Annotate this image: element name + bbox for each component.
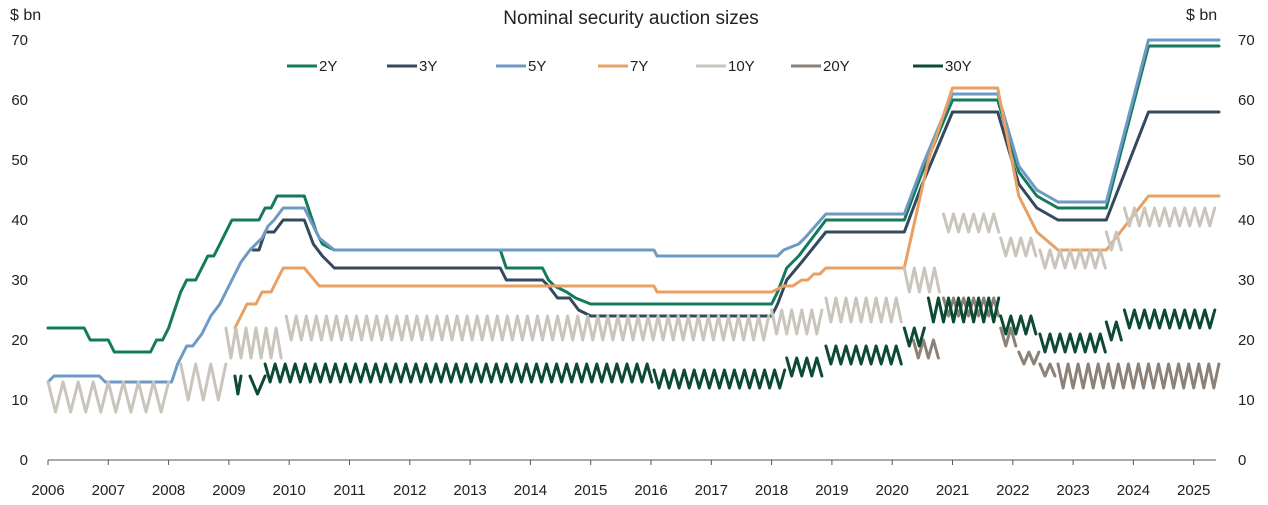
series-segment-30y: [248, 374, 267, 396]
x-axis: 2006 2007 2008 2009 2010 2011 2012 2013 2014 2015…: [31, 459, 1216, 499]
series-segment-30y: [902, 326, 926, 348]
y-tick-label-right: 50: [1238, 152, 1255, 169]
x-tick-label: 2017: [695, 482, 728, 499]
x-tick-label: 2023: [1056, 482, 1089, 499]
y-tick-label-left: 60: [11, 92, 28, 109]
legend-item-20y: 20Y: [791, 58, 850, 75]
x-tick-label: 2025: [1177, 482, 1210, 499]
series-segment-30y: [999, 314, 1038, 336]
legend-item-5y: 5Y: [496, 58, 546, 75]
series-segment-10y: [1104, 230, 1123, 252]
x-tick-label: 2009: [212, 482, 245, 499]
y-tick-label-left: 30: [11, 272, 28, 289]
series-line-5y: [46, 38, 1221, 384]
x-tick-label: 2020: [876, 482, 909, 499]
x-tick-label: 2016: [634, 482, 667, 499]
x-tick-label: 2018: [755, 482, 788, 499]
series-line-7y: [233, 86, 1221, 330]
y-tick-label-left: 50: [11, 152, 28, 169]
series-segment-20y: [1056, 362, 1221, 390]
y-tick-label-left: 40: [11, 212, 28, 229]
y-axis-right: 0 10 20 30 40 50 60 70: [1238, 32, 1255, 469]
y-tick-label-right: 70: [1238, 32, 1255, 49]
legend-label: 10Y: [728, 58, 755, 75]
series-segment-30y: [824, 344, 903, 366]
legend-item-3y: 3Y: [387, 58, 437, 75]
legend-item-7y: 7Y: [598, 58, 648, 75]
series-lines: [46, 38, 1221, 414]
series-7y: [233, 86, 1221, 330]
series-segment-10y: [824, 296, 903, 324]
x-tick-label: 2006: [31, 482, 64, 499]
x-tick-label: 2008: [152, 482, 185, 499]
legend-label: 30Y: [945, 58, 972, 75]
left-axis-unit-label: $ bn: [10, 7, 41, 24]
x-tick-label: 2011: [333, 482, 365, 499]
x-tick-label: 2021: [936, 482, 969, 499]
series-segment-10y: [224, 326, 283, 360]
x-tick-label: 2024: [1117, 482, 1150, 499]
legend-label: 5Y: [528, 58, 546, 75]
legend-item-30y: 30Y: [913, 58, 972, 75]
y-tick-label-right: 60: [1238, 92, 1255, 109]
y-tick-label-right: 10: [1238, 392, 1255, 409]
series-segment-10y: [46, 380, 171, 414]
series-segment-30y: [926, 296, 1001, 324]
series-30y: [233, 296, 1217, 396]
series-segment-20y: [911, 338, 940, 360]
series-segment-10y: [770, 308, 824, 336]
legend-item-2y: 2Y: [287, 58, 337, 75]
series-segment-10y: [284, 314, 771, 342]
series-segment-30y: [233, 374, 243, 396]
series-segment-10y: [902, 266, 941, 294]
x-tick-label: 2013: [453, 482, 486, 499]
series-segment-30y: [1038, 332, 1107, 354]
series-segment-10y: [179, 362, 228, 402]
series-5y: [46, 38, 1221, 384]
chart-title: Nominal security auction sizes: [503, 8, 759, 29]
y-tick-label-right: 40: [1238, 212, 1255, 229]
series-segment-10y: [999, 236, 1038, 258]
y-axis-left: 0 10 20 30 40 50 60 70: [11, 32, 28, 469]
series-segment-30y: [263, 362, 654, 384]
y-tick-label-left: 70: [11, 32, 28, 49]
y-tick-label-right: 30: [1238, 272, 1255, 289]
series-segment-20y: [1038, 362, 1057, 378]
series-segment-10y: [942, 212, 1001, 234]
legend-item-10y: 10Y: [696, 58, 755, 75]
y-tick-label-left: 0: [20, 452, 28, 469]
x-tick-label: 2007: [92, 482, 125, 499]
right-axis-unit-label: $ bn: [1186, 7, 1217, 24]
series-segment-30y: [652, 368, 787, 390]
y-tick-label-left: 10: [11, 392, 28, 409]
legend-label: 20Y: [823, 58, 850, 75]
series-line-2y: [46, 44, 1221, 354]
legend-label: 3Y: [419, 58, 437, 75]
series-segment-30y: [1104, 320, 1123, 342]
y-tick-label-left: 20: [11, 332, 28, 349]
series-segment-10y: [1038, 248, 1107, 270]
series-segment-30y: [785, 356, 824, 378]
series-10y: [46, 206, 1217, 414]
series-2y: [46, 44, 1221, 354]
x-tick-label: 2015: [574, 482, 607, 499]
x-tick-label: 2022: [996, 482, 1029, 499]
x-tick-label: 2019: [815, 482, 848, 499]
x-tick-label: 2012: [393, 482, 426, 499]
x-tick-label: 2010: [273, 482, 306, 499]
y-tick-label-right: 20: [1238, 332, 1255, 349]
legend-label: 2Y: [319, 58, 337, 75]
series-segment-20y: [1017, 350, 1041, 366]
series-segment-20y: [999, 326, 1018, 348]
y-tick-label-right: 0: [1238, 452, 1246, 469]
x-tick-label: 2014: [514, 482, 547, 499]
series-segment-30y: [1122, 308, 1217, 330]
legend: 2Y 3Y 5Y 7Y 10Y 20Y 30Y: [287, 58, 972, 75]
legend-label: 7Y: [630, 58, 648, 75]
series-segment-10y: [1122, 206, 1217, 228]
